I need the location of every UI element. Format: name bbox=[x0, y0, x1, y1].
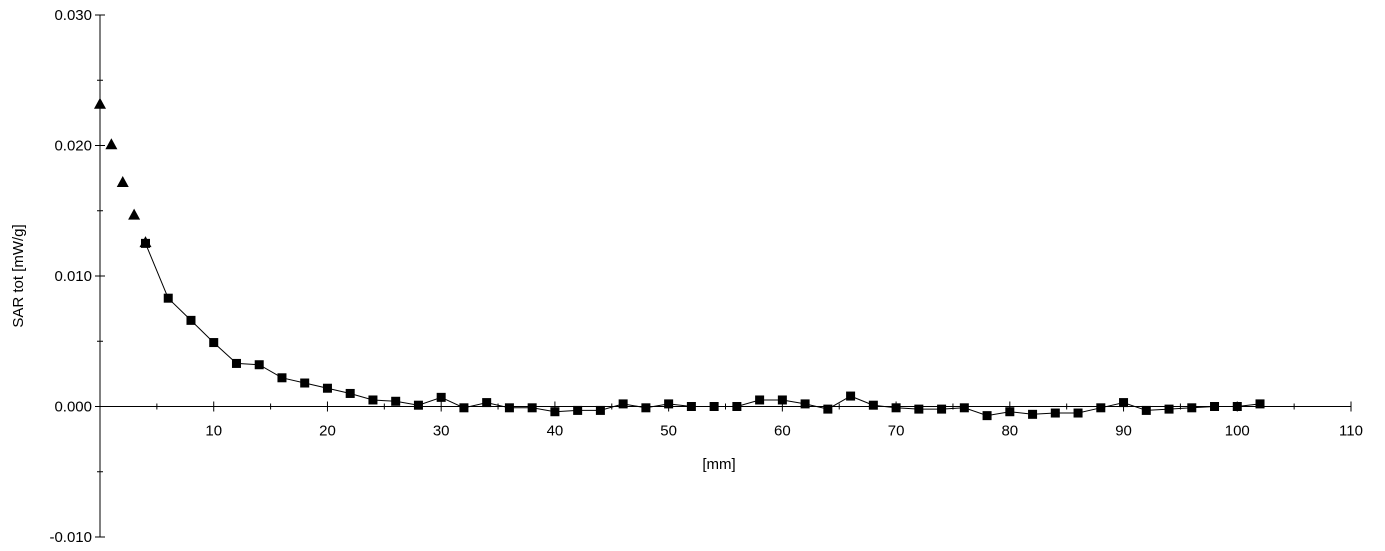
square-marker bbox=[413, 400, 423, 410]
y-tick-label: -0.010 bbox=[49, 529, 92, 546]
square-marker bbox=[186, 315, 196, 325]
x-tick-label: 80 bbox=[1001, 423, 1018, 440]
square-marker bbox=[163, 293, 173, 303]
square-marker bbox=[550, 407, 560, 417]
y-tick-label: 0.000 bbox=[54, 399, 92, 416]
square-marker bbox=[459, 403, 469, 413]
triangle-marker bbox=[128, 208, 141, 220]
y-tick-label: 0.010 bbox=[54, 268, 92, 285]
square-marker bbox=[1187, 403, 1197, 413]
square-marker bbox=[209, 338, 219, 348]
square-marker bbox=[573, 405, 583, 415]
square-marker bbox=[1141, 405, 1151, 415]
square-marker bbox=[891, 403, 901, 413]
markers bbox=[94, 97, 1265, 421]
square-marker bbox=[1210, 402, 1220, 411]
triangle-marker bbox=[94, 97, 106, 109]
y-tick-label: 0.030 bbox=[54, 7, 92, 24]
square-marker bbox=[1232, 402, 1242, 411]
ticks: 0.030 0.020 0.010 0.000 -0.010 10 20 30 40 50 60 70… bbox=[49, 7, 1363, 546]
square-marker bbox=[527, 403, 537, 413]
square-marker bbox=[937, 404, 947, 414]
square-marker bbox=[1028, 409, 1038, 419]
x-tick-label: 30 bbox=[433, 423, 450, 440]
square-marker bbox=[868, 400, 878, 410]
x-tick-label: 60 bbox=[774, 423, 791, 440]
x-tick-label: 110 bbox=[1339, 423, 1363, 440]
square-marker bbox=[777, 395, 787, 405]
square-marker bbox=[300, 378, 310, 388]
square-marker bbox=[641, 403, 651, 413]
square-marker bbox=[1073, 408, 1083, 418]
x-tick-label: 20 bbox=[319, 423, 336, 440]
x-tick-label: 10 bbox=[205, 423, 222, 440]
x-tick-label: 40 bbox=[547, 423, 564, 440]
square-marker bbox=[231, 358, 241, 368]
square-marker bbox=[140, 238, 150, 248]
series-line bbox=[145, 243, 1261, 417]
square-marker bbox=[254, 360, 264, 370]
square-marker bbox=[482, 398, 492, 408]
square-marker bbox=[664, 399, 674, 409]
square-marker bbox=[277, 373, 287, 383]
square-marker bbox=[959, 403, 969, 413]
square-marker bbox=[368, 395, 378, 405]
square-marker bbox=[1255, 399, 1265, 409]
x-axis-title: [mm] bbox=[702, 456, 735, 473]
square-marker bbox=[1119, 398, 1129, 408]
square-marker bbox=[1050, 408, 1060, 418]
square-marker bbox=[800, 399, 810, 409]
x-tick-label: 50 bbox=[660, 423, 677, 440]
square-marker bbox=[914, 404, 924, 414]
square-marker bbox=[436, 392, 446, 402]
y-axis-title: SAR tot [mW/g] bbox=[10, 224, 27, 327]
square-marker bbox=[686, 402, 696, 411]
series-lines bbox=[145, 243, 1261, 417]
square-marker bbox=[391, 396, 401, 406]
square-marker bbox=[595, 405, 605, 415]
square-marker bbox=[755, 395, 765, 405]
y-tick-label: 0.020 bbox=[54, 138, 92, 155]
x-tick-label: 100 bbox=[1225, 423, 1250, 440]
square-marker bbox=[345, 388, 355, 398]
square-marker bbox=[709, 402, 719, 411]
square-marker bbox=[732, 402, 742, 411]
x-tick-label: 90 bbox=[1115, 423, 1132, 440]
square-marker bbox=[1005, 407, 1015, 417]
square-marker bbox=[618, 399, 628, 409]
square-marker bbox=[823, 404, 833, 414]
square-marker bbox=[982, 411, 992, 421]
square-marker bbox=[322, 383, 332, 393]
square-marker bbox=[1164, 404, 1174, 414]
triangle-marker bbox=[116, 176, 129, 188]
triangle-marker bbox=[105, 138, 118, 150]
square-marker bbox=[504, 403, 514, 413]
square-marker bbox=[846, 391, 856, 401]
square-marker bbox=[1096, 403, 1106, 413]
x-tick-label: 70 bbox=[888, 423, 905, 440]
